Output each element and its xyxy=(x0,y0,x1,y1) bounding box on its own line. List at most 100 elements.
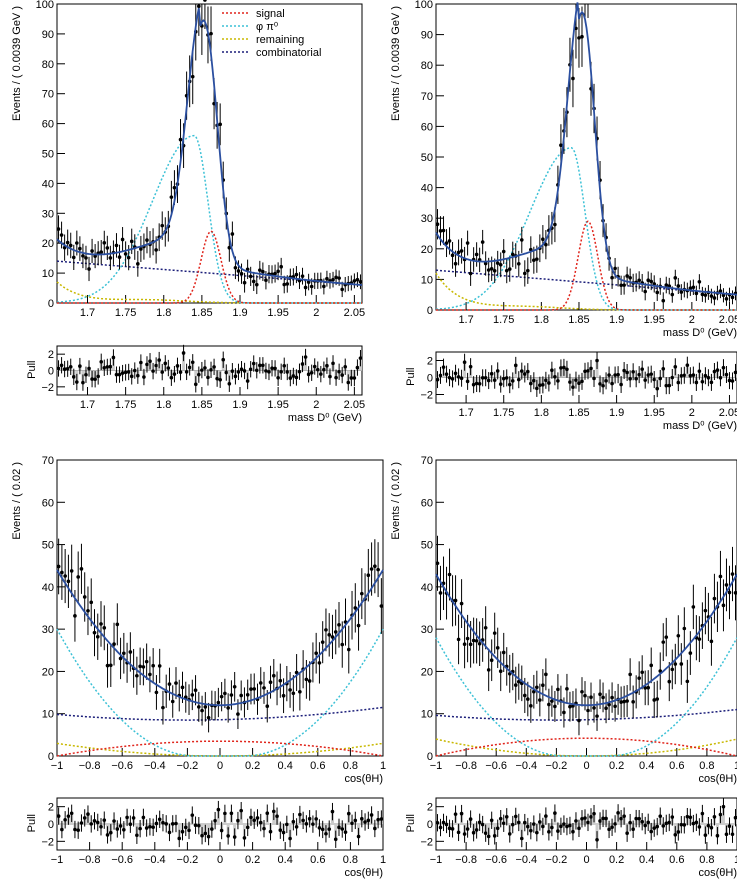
pull-point xyxy=(643,823,647,828)
data-point xyxy=(724,583,729,587)
x-tick-label: 1 xyxy=(380,760,386,772)
pull-point xyxy=(670,375,675,380)
pull-point xyxy=(129,374,134,379)
pull-point xyxy=(559,824,563,829)
data-point xyxy=(317,661,322,665)
pull-point xyxy=(718,812,723,817)
pull-point xyxy=(288,836,292,841)
pull-point xyxy=(337,369,341,374)
pull-point xyxy=(333,837,338,842)
pull-point xyxy=(616,811,620,815)
y-axis-title: Pull xyxy=(405,814,417,832)
data-point xyxy=(322,284,326,289)
pull-point xyxy=(679,822,684,827)
x-tick-label: 1.75 xyxy=(493,407,514,419)
data-point xyxy=(81,254,85,258)
data-point xyxy=(379,604,384,608)
data-point xyxy=(242,280,247,285)
pull-point xyxy=(658,376,663,381)
pull-point xyxy=(700,811,705,816)
pull-point xyxy=(453,812,458,816)
pull-point xyxy=(465,827,470,831)
x-tick-label: 0.4 xyxy=(278,760,293,772)
x-tick-label: 1.95 xyxy=(644,407,665,419)
pull-point xyxy=(216,807,221,812)
x-tick-label: −0.8 xyxy=(455,760,477,772)
data-point xyxy=(369,567,374,571)
remaining-curve xyxy=(56,742,384,757)
data-point xyxy=(721,603,726,608)
data-point xyxy=(209,31,213,36)
x-tick-label: 0.6 xyxy=(310,854,325,866)
pull-point xyxy=(325,363,329,368)
x-tick-label: 1.85 xyxy=(191,307,212,319)
pull-point xyxy=(459,811,464,816)
pull-point xyxy=(589,815,593,819)
pull-point xyxy=(366,818,371,823)
data-point xyxy=(649,663,654,668)
data-point xyxy=(733,591,737,595)
data-point xyxy=(300,274,305,278)
data-point xyxy=(670,292,675,297)
pull-point xyxy=(294,825,299,829)
x-axis-title: mass D⁰ (GeV) xyxy=(288,412,362,424)
data-point xyxy=(223,691,227,696)
pull-point xyxy=(607,373,611,377)
data-point xyxy=(601,695,605,700)
data-point xyxy=(60,570,64,575)
pull-point xyxy=(66,814,71,818)
data-point xyxy=(501,650,506,655)
x-tick-label: 0.8 xyxy=(699,760,714,772)
pull-point xyxy=(282,363,287,368)
pull-point xyxy=(450,827,455,831)
data-point xyxy=(688,651,693,655)
pull-point xyxy=(111,355,116,360)
x-tick-label: 1.7 xyxy=(458,407,473,419)
data-point xyxy=(63,574,67,578)
x-tick-label: 1 xyxy=(734,854,737,866)
data-point xyxy=(90,249,94,253)
data-point xyxy=(261,269,265,274)
pull-point xyxy=(174,821,178,826)
y-tick-label: 20 xyxy=(421,666,433,678)
x-tick-label: −0.6 xyxy=(485,854,507,866)
pull-point xyxy=(598,382,602,386)
pull-point xyxy=(580,816,584,821)
data-point xyxy=(352,279,357,283)
pull-point xyxy=(462,832,467,836)
data-point xyxy=(245,267,250,272)
pull-point xyxy=(715,368,720,372)
x-tick-label: 0.2 xyxy=(609,854,624,866)
pull-point xyxy=(477,820,482,825)
data-point xyxy=(547,702,551,707)
pull-point xyxy=(483,831,488,836)
pull-point xyxy=(224,370,229,375)
signal-curve xyxy=(436,220,737,311)
pull-point xyxy=(178,370,183,374)
data-point xyxy=(245,692,250,697)
y-axis-title: Events / ( 0.0039 GeV ) xyxy=(11,6,23,121)
pull-point xyxy=(697,825,702,829)
pull-point xyxy=(340,827,345,831)
pull-point xyxy=(303,355,308,359)
x-tick-label: −0.6 xyxy=(111,760,133,772)
data-point xyxy=(170,699,175,704)
data-point xyxy=(154,248,158,252)
pull-point xyxy=(105,365,110,369)
pull-point xyxy=(568,823,572,828)
pull-point xyxy=(99,824,103,829)
pull-point xyxy=(108,830,113,835)
pull-point xyxy=(532,378,536,383)
pull-point xyxy=(236,818,240,823)
data-point xyxy=(360,591,364,596)
data-point xyxy=(468,271,473,276)
data-point xyxy=(447,572,452,577)
pull-point xyxy=(553,811,557,815)
data-point xyxy=(218,122,222,127)
y-tick-label: 2 xyxy=(48,802,54,814)
pull-point xyxy=(685,363,690,367)
data-point xyxy=(435,561,440,566)
data-point xyxy=(697,279,702,284)
pull-point xyxy=(120,371,125,375)
x-axis-title: mass D⁰ (GeV) xyxy=(663,420,737,432)
